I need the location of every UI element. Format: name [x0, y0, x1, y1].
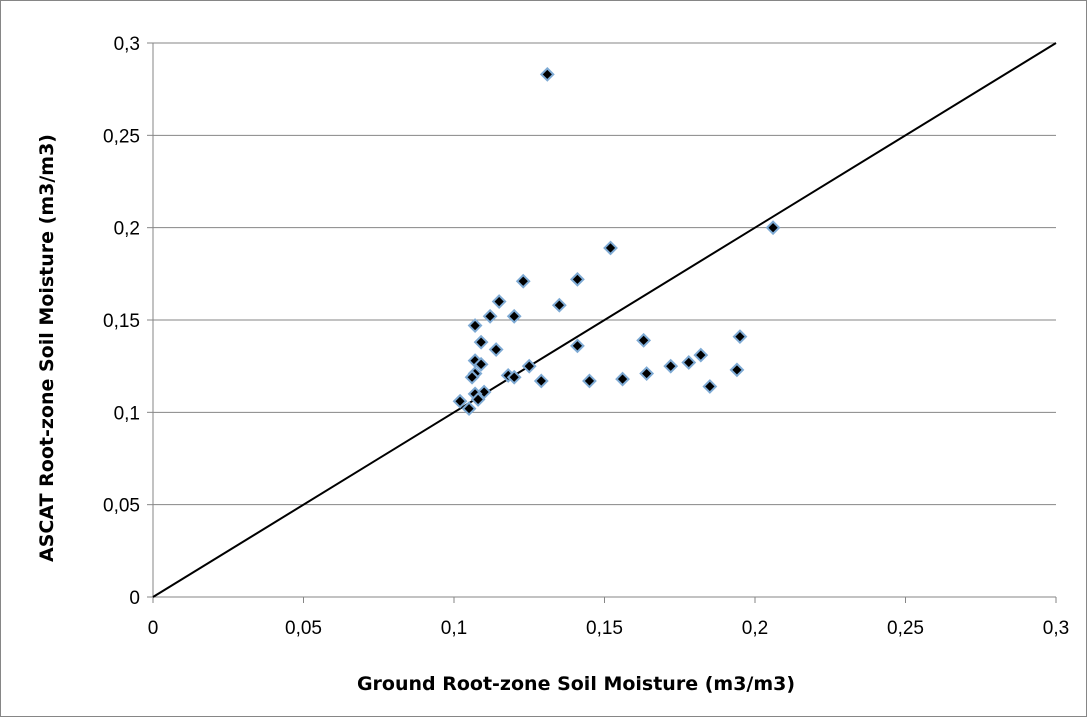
data-point	[482, 308, 498, 324]
x-tick-label: 0,15	[586, 618, 623, 639]
data-point	[603, 240, 618, 256]
data-point	[569, 271, 585, 287]
data-point	[681, 355, 697, 370]
data-point	[470, 391, 486, 407]
reference-line-group	[152, 42, 1057, 598]
x-tick-label: 0,05	[285, 618, 322, 639]
data-point	[615, 371, 630, 387]
data-point	[551, 297, 567, 313]
data-point	[639, 366, 655, 381]
reference-line	[152, 42, 1057, 598]
y-tick-label: 0,3	[114, 34, 140, 55]
grid-lines	[153, 42, 1056, 506]
data-point	[693, 347, 709, 363]
x-axis-title: Ground Root-zone Soil Moisture (m3/m3)	[357, 673, 795, 695]
y-axis-title: ASCAT Root-zone Soil Moisture (m3/m3)	[36, 134, 58, 562]
data-point	[491, 294, 507, 309]
data-point	[582, 373, 597, 389]
data-point	[569, 338, 585, 354]
x-tick-labels: 0 0,05 0,1 0,15 0,2 0,25 0,3	[148, 618, 1070, 639]
x-tick-label: 0,3	[1043, 618, 1069, 639]
data-point	[464, 369, 480, 385]
axes	[147, 42, 1057, 603]
x-tick-label: 0,25	[887, 618, 924, 639]
y-tick-label: 0,25	[103, 126, 140, 147]
data-points	[452, 66, 781, 417]
data-point	[506, 308, 522, 324]
data-point	[765, 220, 781, 236]
data-point	[461, 401, 477, 417]
data-point	[702, 379, 718, 394]
data-point	[515, 273, 531, 289]
y-tick-label: 0,15	[103, 311, 140, 332]
x-tick-label: 0,2	[742, 618, 768, 639]
data-point	[473, 356, 489, 372]
y-tick-labels: 0 0,05 0,1 0,15 0,2 0,25 0,3	[103, 34, 140, 609]
data-point	[533, 373, 549, 389]
y-tick-label: 0,05	[103, 496, 140, 517]
y-tick-label: 0,2	[114, 219, 140, 240]
y-tick-label: 0,1	[114, 403, 140, 424]
data-point	[636, 332, 652, 348]
data-point	[506, 369, 522, 385]
data-point	[473, 334, 489, 350]
data-point	[452, 393, 468, 409]
data-point	[539, 66, 555, 82]
data-point	[467, 318, 483, 333]
y-tick-label: 0	[129, 588, 140, 609]
data-point	[488, 342, 504, 357]
data-point	[729, 362, 745, 378]
data-point	[521, 358, 537, 374]
data-point	[732, 329, 748, 345]
data-point	[663, 358, 679, 374]
x-tick-label: 0	[148, 618, 159, 639]
x-tick-label: 0,1	[441, 618, 467, 639]
